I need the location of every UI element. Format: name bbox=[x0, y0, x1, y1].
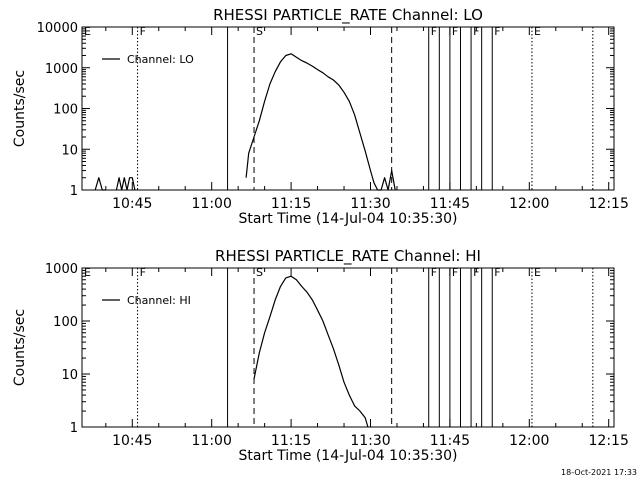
panel2-legend-label: Channel: HI bbox=[127, 294, 191, 307]
panel1-y-axis-label: Counts/sec bbox=[12, 70, 28, 147]
panel1-marker-label-5: F bbox=[431, 25, 437, 38]
panel1-marker-label-3: S bbox=[256, 25, 263, 38]
panel1-y-tick-label-1: 10 bbox=[61, 143, 78, 158]
panel1-x-tick-label-2: 11:15 bbox=[271, 196, 311, 212]
panel2-x-tick-label-4: 11:45 bbox=[430, 433, 470, 449]
panel1-x-tick-label-3: 11:30 bbox=[350, 196, 390, 212]
panel2-x-tick-label-3: 11:30 bbox=[350, 433, 390, 449]
panel1-y-tick-label-3: 1000 bbox=[45, 62, 78, 77]
panel2-y-tick-label-2: 100 bbox=[53, 315, 78, 330]
panel2-marker-label-0: E bbox=[84, 266, 91, 279]
panel1-chart-title: RHESSI PARTICLE_RATE Channel: LO bbox=[213, 6, 483, 25]
panel1-y-tick-label-4: 10000 bbox=[37, 21, 78, 36]
panel1-marker-label-11: F bbox=[494, 25, 500, 38]
panel1-x-axis-label: Start Time (14-Jul-04 10:35:30) bbox=[238, 211, 457, 227]
panel1-y-tick-label-2: 100 bbox=[53, 103, 78, 118]
panel2-y-tick-label-0: 1 bbox=[70, 421, 78, 436]
panel2-marker-label-7: F bbox=[452, 266, 458, 279]
panel2-x-tick-label-0: 10:45 bbox=[112, 433, 152, 449]
panel2-y-tick-label-3: 1000 bbox=[45, 262, 78, 277]
panel2-plot-frame bbox=[81, 267, 615, 428]
panel1-series-line-0-0 bbox=[94, 177, 106, 191]
panel1-x-tick-label-4: 11:45 bbox=[430, 196, 470, 212]
panel1-plot-frame bbox=[81, 26, 615, 191]
panel1-marker-label-9: F bbox=[473, 25, 479, 38]
panel2-series-line-0-0 bbox=[253, 275, 369, 428]
panel1-x-tick-label-0: 10:45 bbox=[112, 196, 152, 212]
panel2-marker-label-12: E bbox=[534, 266, 541, 279]
panel1-series-line-0-2 bbox=[245, 53, 382, 191]
panel2-x-tick-label-5: 12:00 bbox=[509, 433, 549, 449]
panel2-chart-title: RHESSI PARTICLE_RATE Channel: HI bbox=[215, 247, 481, 266]
panel2-marker-label-11: F bbox=[494, 266, 500, 279]
panel2-x-tick-label-6: 12:15 bbox=[589, 433, 629, 449]
panel2-y-axis-label: Counts/sec bbox=[12, 309, 28, 386]
panel2-x-tick-label-2: 11:15 bbox=[271, 433, 311, 449]
panel1-marker-label-0: E bbox=[84, 25, 91, 38]
panel2-marker-label-5: F bbox=[431, 266, 437, 279]
panel1-legend-label: Channel: LO bbox=[127, 53, 194, 66]
panel2-x-tick-label-1: 11:00 bbox=[192, 433, 232, 449]
panel2-y-tick-label-1: 10 bbox=[61, 368, 78, 383]
panel2-marker-label-3: S bbox=[256, 266, 263, 279]
panel1-x-tick-label-1: 11:00 bbox=[192, 196, 232, 212]
panel1-series-line-0-1 bbox=[115, 177, 136, 191]
panel1-marker-label-12: E bbox=[534, 25, 541, 38]
panel1-x-tick-label-6: 12:15 bbox=[589, 196, 629, 212]
print-timestamp: 18-Oct-2021 17:33 bbox=[561, 468, 637, 477]
panel2-marker-label-1: F bbox=[140, 266, 146, 279]
panel2-x-axis-label: Start Time (14-Jul-04 10:35:30) bbox=[238, 448, 457, 464]
panel1-y-tick-label-0: 1 bbox=[70, 184, 78, 199]
panel1-series-line-0-3 bbox=[380, 170, 396, 191]
panel1-marker-label-7: F bbox=[452, 25, 458, 38]
panel1-marker-label-1: F bbox=[140, 25, 146, 38]
panel2-marker-label-9: F bbox=[473, 266, 479, 279]
panel1-x-tick-label-5: 12:00 bbox=[509, 196, 549, 212]
